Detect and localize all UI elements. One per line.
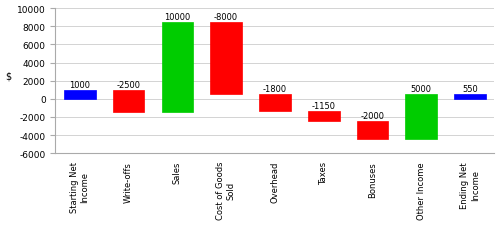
Bar [356,122,388,140]
Y-axis label: $: $ [6,71,12,81]
Bar [259,95,291,111]
Text: 5000: 5000 [411,84,432,93]
Text: -8000: -8000 [214,13,238,22]
Text: 550: 550 [462,84,478,93]
Text: -1150: -1150 [312,101,336,110]
Bar [454,94,486,99]
Text: -2500: -2500 [116,80,140,89]
Bar [308,111,340,122]
Bar [112,90,144,113]
Text: -1800: -1800 [263,85,287,94]
Bar [210,22,242,95]
Text: 10000: 10000 [164,13,190,22]
Bar [64,90,96,99]
Bar [162,22,193,113]
Bar [406,94,437,140]
Text: 1000: 1000 [70,80,90,89]
Text: -2000: -2000 [360,112,384,120]
